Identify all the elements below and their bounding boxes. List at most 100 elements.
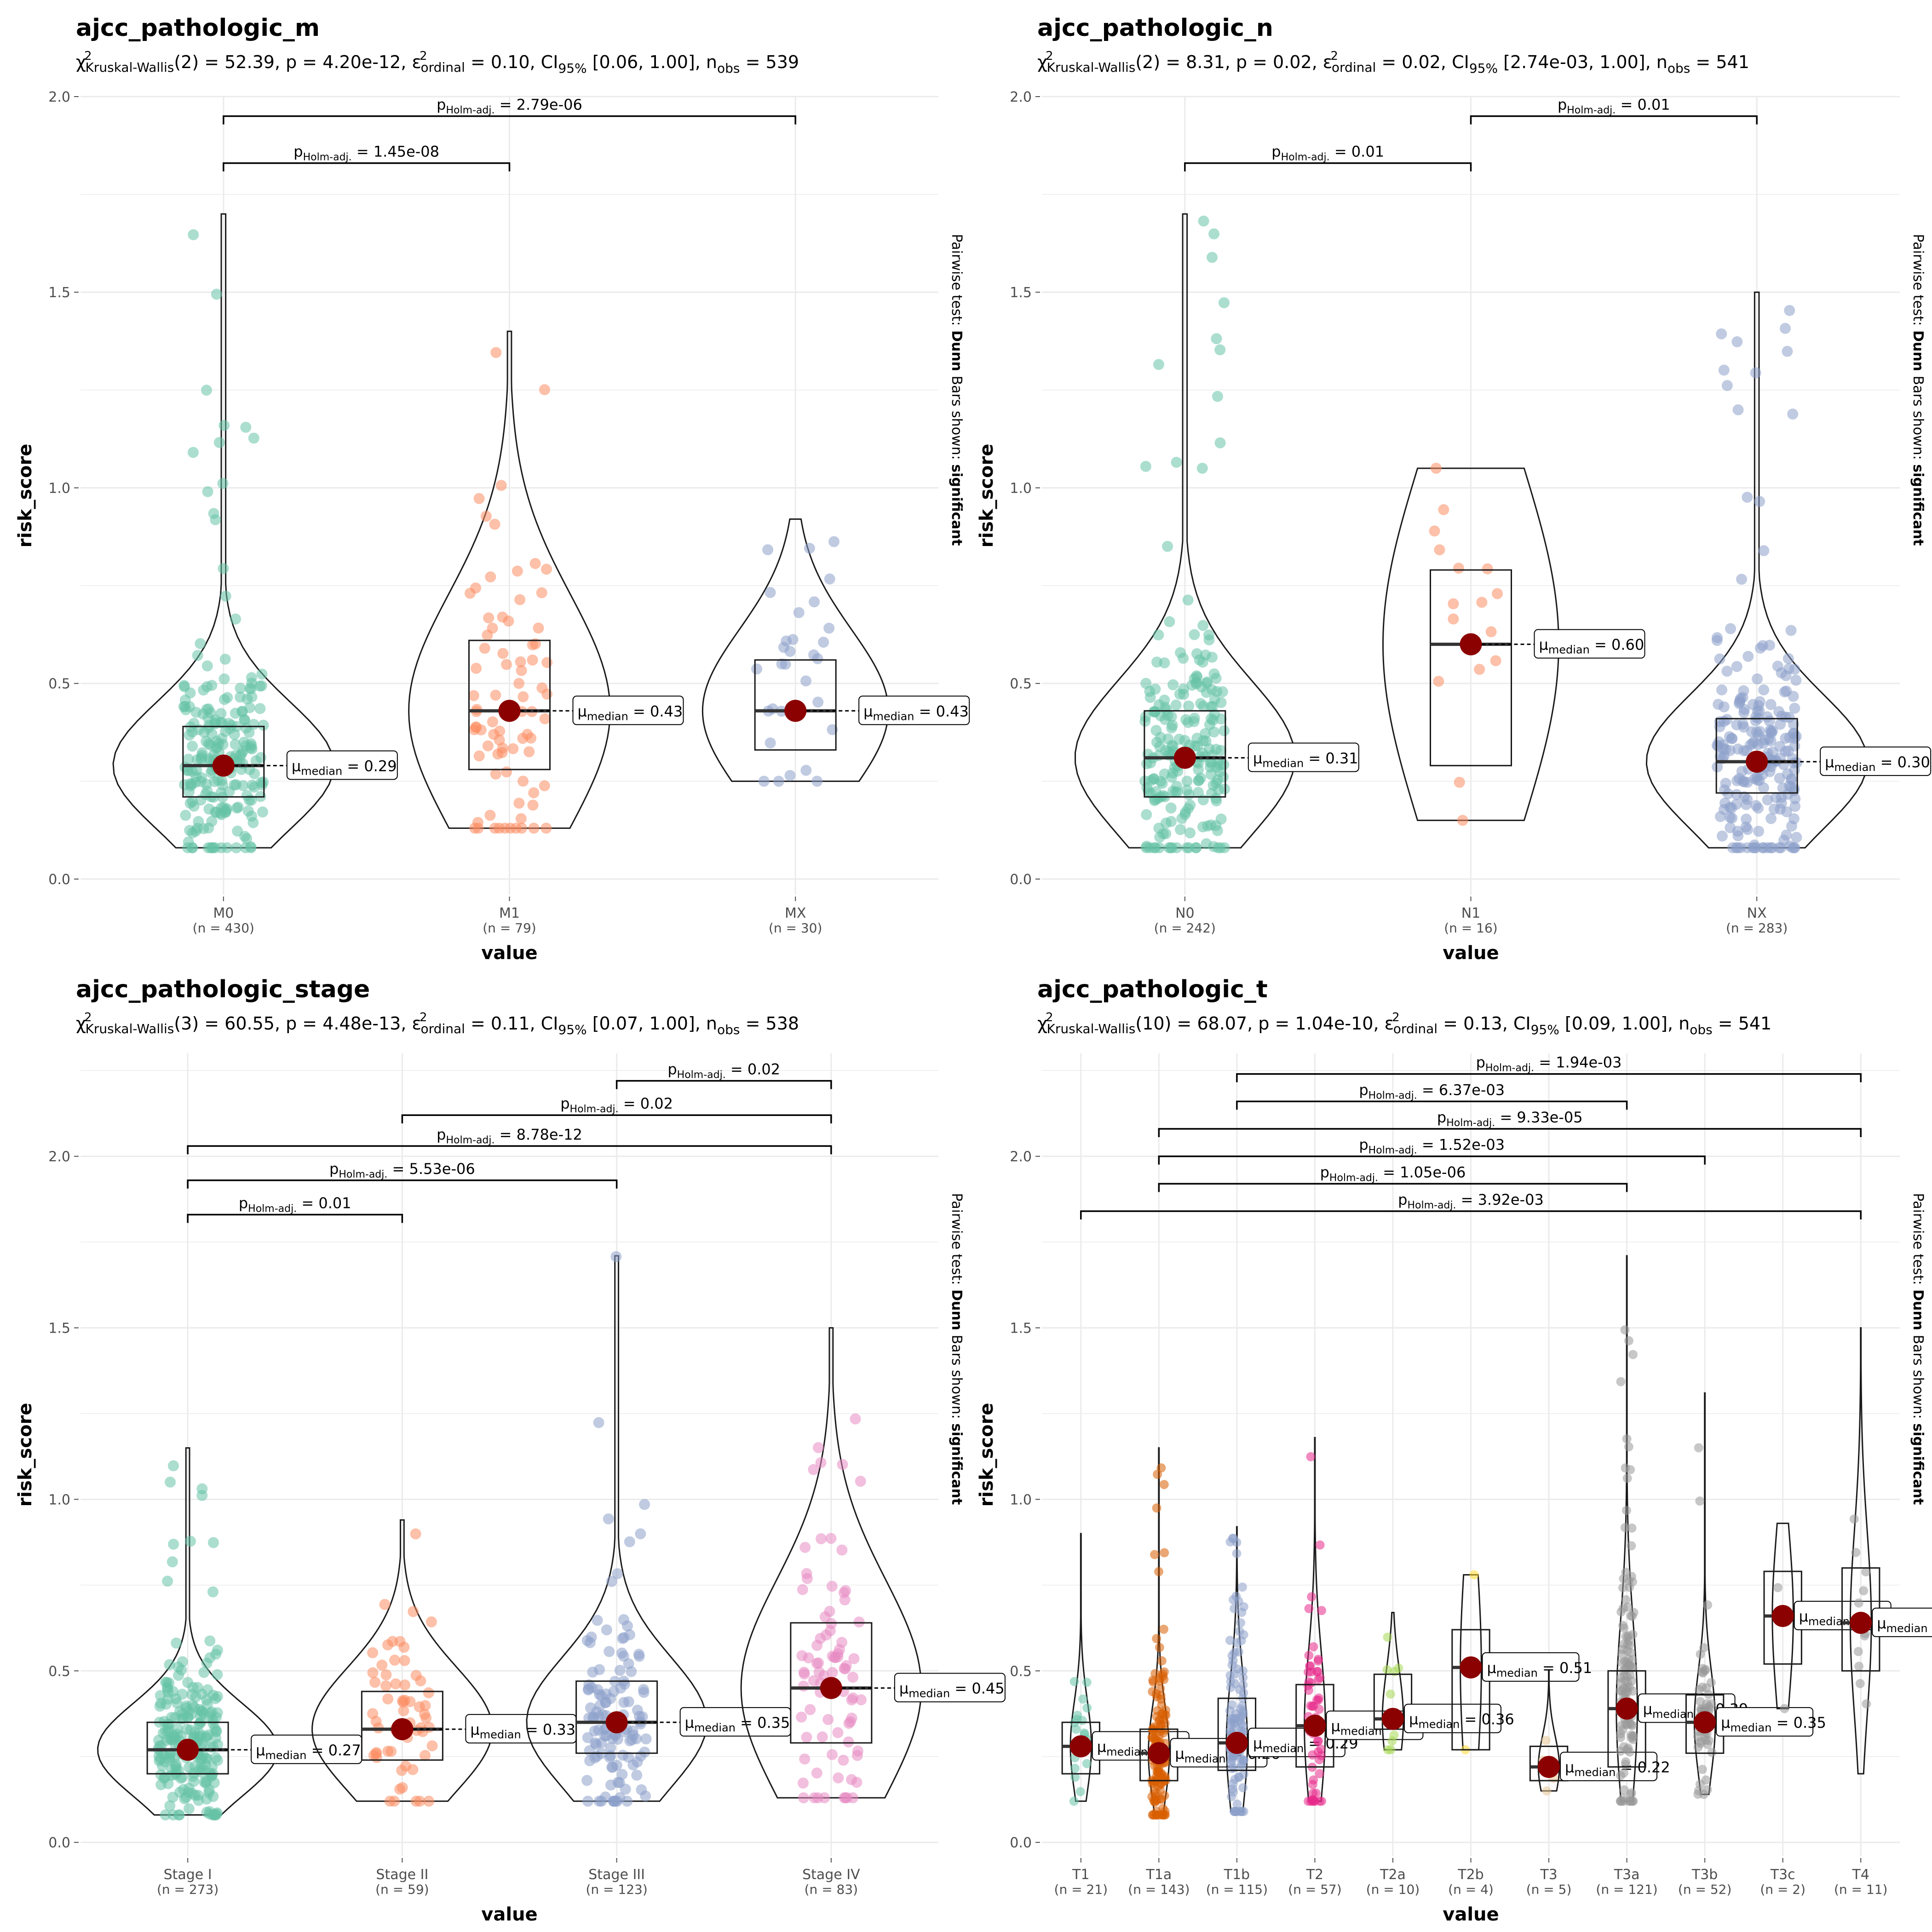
- panel-title: ajcc_pathologic_n: [1037, 14, 1273, 42]
- median-point: [1304, 1714, 1326, 1737]
- box: [1430, 569, 1512, 766]
- data-point: [172, 1661, 184, 1673]
- data-point: [1150, 724, 1162, 736]
- data-point: [367, 1667, 379, 1679]
- data-point: [173, 1809, 185, 1821]
- data-point: [847, 1672, 859, 1683]
- data-point: [243, 727, 255, 738]
- data-point: [483, 612, 494, 624]
- data-point: [809, 596, 820, 608]
- data-point: [834, 1644, 845, 1655]
- x-tick-label: MX: [785, 905, 806, 921]
- data-point: [847, 1692, 859, 1704]
- data-point: [1181, 784, 1193, 796]
- comparison-bracket: [223, 162, 511, 172]
- y-tick-label: 1.0: [1010, 480, 1032, 496]
- data-point: [1490, 655, 1501, 667]
- data-point: [369, 1677, 381, 1688]
- data-point: [525, 732, 537, 744]
- chart-panel-1: ajcc_pathologic_m χ2 Kruskal-Wallis(2) = 5…: [15, 14, 970, 964]
- data-point: [210, 718, 221, 730]
- data-point: [824, 1625, 836, 1637]
- data-point: [1448, 598, 1459, 610]
- data-point: [195, 638, 206, 650]
- data-point: [1731, 336, 1743, 348]
- data-point: [258, 719, 269, 731]
- data-point: [187, 447, 199, 458]
- data-point: [1773, 1583, 1782, 1593]
- data-point: [1616, 1796, 1625, 1806]
- data-point: [207, 1791, 219, 1802]
- x-tick-count: (n = 57): [1288, 1882, 1341, 1897]
- data-point: [1727, 842, 1738, 853]
- median-label-box: [1820, 746, 1932, 776]
- data-point: [1160, 1548, 1169, 1558]
- data-point: [1238, 1673, 1248, 1682]
- data-point: [1779, 686, 1790, 698]
- y-tick-label: 0.5: [48, 676, 70, 692]
- data-point: [499, 822, 511, 834]
- data-point: [1789, 702, 1800, 714]
- data-point: [1150, 684, 1161, 695]
- box: [146, 1721, 229, 1775]
- data-point: [426, 1740, 438, 1752]
- data-point: [618, 1614, 629, 1626]
- data-point: [1315, 1769, 1324, 1778]
- data-point: [408, 1606, 419, 1617]
- data-point: [1859, 1586, 1869, 1596]
- data-point: [640, 1733, 652, 1745]
- data-point: [198, 727, 210, 738]
- data-point: [1237, 1582, 1247, 1592]
- comparison-label: pHolm-adj. = 0.02: [560, 1095, 673, 1115]
- data-point: [1159, 768, 1170, 780]
- median-point: [498, 700, 521, 722]
- data-point: [1786, 782, 1797, 793]
- comparison-bracket: [1158, 1155, 1706, 1165]
- data-point: [1862, 1699, 1871, 1709]
- data-point: [1309, 1775, 1318, 1785]
- box: [575, 1680, 658, 1754]
- data-point: [1781, 806, 1793, 817]
- data-point: [1181, 842, 1193, 853]
- data-point: [1219, 842, 1230, 853]
- data-point: [1082, 1678, 1092, 1687]
- data-point: [1713, 736, 1725, 748]
- data-point: [813, 1442, 824, 1454]
- box: [1144, 710, 1226, 798]
- data-point: [1787, 842, 1798, 853]
- data-point: [1174, 824, 1186, 835]
- data-point: [184, 701, 196, 713]
- data-point: [1762, 842, 1773, 853]
- data-point: [198, 1667, 210, 1678]
- data-point: [246, 811, 258, 822]
- median-point: [1850, 1611, 1872, 1634]
- data-point: [1628, 1350, 1638, 1359]
- data-point: [1431, 462, 1442, 474]
- data-point: [818, 637, 829, 648]
- data-point: [1304, 1685, 1313, 1695]
- data-point: [1469, 1570, 1479, 1580]
- y-tick-label: 1.0: [1010, 1492, 1032, 1508]
- data-point: [1165, 816, 1177, 827]
- data-point: [1178, 653, 1189, 664]
- comparison-bracket: [1470, 115, 1758, 125]
- data-point: [1159, 695, 1170, 706]
- data-point: [1474, 664, 1485, 675]
- data-point: [201, 660, 213, 672]
- data-point: [1157, 1656, 1167, 1666]
- data-point: [501, 659, 512, 670]
- data-point: [801, 1731, 812, 1743]
- data-point: [581, 1775, 593, 1786]
- data-point: [632, 1704, 643, 1716]
- comparison-bracket: [187, 1213, 403, 1223]
- data-point: [1182, 594, 1194, 606]
- data-point: [1787, 408, 1799, 420]
- data-point: [514, 594, 526, 605]
- data-point: [616, 1647, 628, 1659]
- data-point: [610, 1251, 622, 1262]
- comparison-label: pHolm-adj. = 0.02: [667, 1061, 780, 1081]
- data-point: [1215, 697, 1227, 708]
- data-point: [414, 1795, 426, 1807]
- data-point: [1711, 632, 1723, 644]
- data-point: [1782, 653, 1794, 664]
